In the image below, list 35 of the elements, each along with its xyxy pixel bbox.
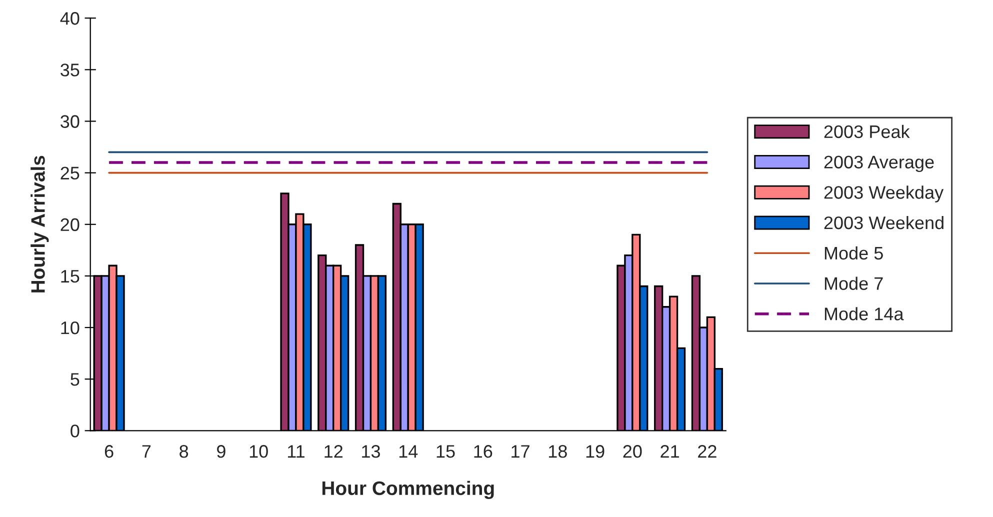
legend-label: 2003 Average (824, 156, 934, 172)
x-tick-label: 6 (104, 445, 114, 458)
x-tick-label: 22 (698, 445, 716, 458)
legend-label: 2003 Weekend (824, 216, 944, 230)
x-tick-label: 13 (362, 445, 380, 458)
x-tick-label: 7 (142, 445, 151, 458)
x-tick-label: 21 (660, 445, 679, 458)
x-tick-label: 8 (180, 445, 188, 458)
x-tick-label: 17 (512, 445, 530, 458)
y-tick-label: 10 (61, 321, 80, 334)
x-tick-label: 18 (548, 445, 567, 458)
x-tick-label: 20 (623, 445, 642, 458)
y-tick-label: 40 (60, 12, 80, 25)
y-tick-label: 15 (61, 270, 80, 283)
y-axis-title: Hourly Arrivals (30, 156, 49, 292)
y-tick-label: 20 (60, 218, 80, 232)
legend-label: Mode 14a (824, 307, 904, 320)
y-tick-label: 5 (70, 373, 80, 386)
x-tick-label: 10 (250, 445, 268, 458)
y-tick-label: 25 (60, 166, 80, 180)
x-tick-label: 9 (217, 445, 226, 458)
x-tick-label: 12 (324, 445, 342, 458)
x-tick-label: 14 (399, 445, 418, 458)
x-tick-label: 19 (586, 445, 604, 458)
legend-label: 2003 Weekday (824, 186, 944, 202)
y-tick-label: 0 (70, 424, 80, 438)
x-tick-label: 15 (436, 445, 455, 458)
legend-label: 2003 Peak (824, 124, 910, 138)
x-tick-label: 11 (288, 445, 304, 458)
y-tick-label: 35 (60, 64, 80, 76)
y-tick-label: 30 (60, 115, 80, 128)
legend-label: Mode 7 (824, 276, 883, 290)
x-tick-label: 16 (474, 445, 492, 458)
x-axis-title: Hour Commencing (322, 480, 494, 500)
legend-label: Mode 5 (824, 246, 883, 260)
